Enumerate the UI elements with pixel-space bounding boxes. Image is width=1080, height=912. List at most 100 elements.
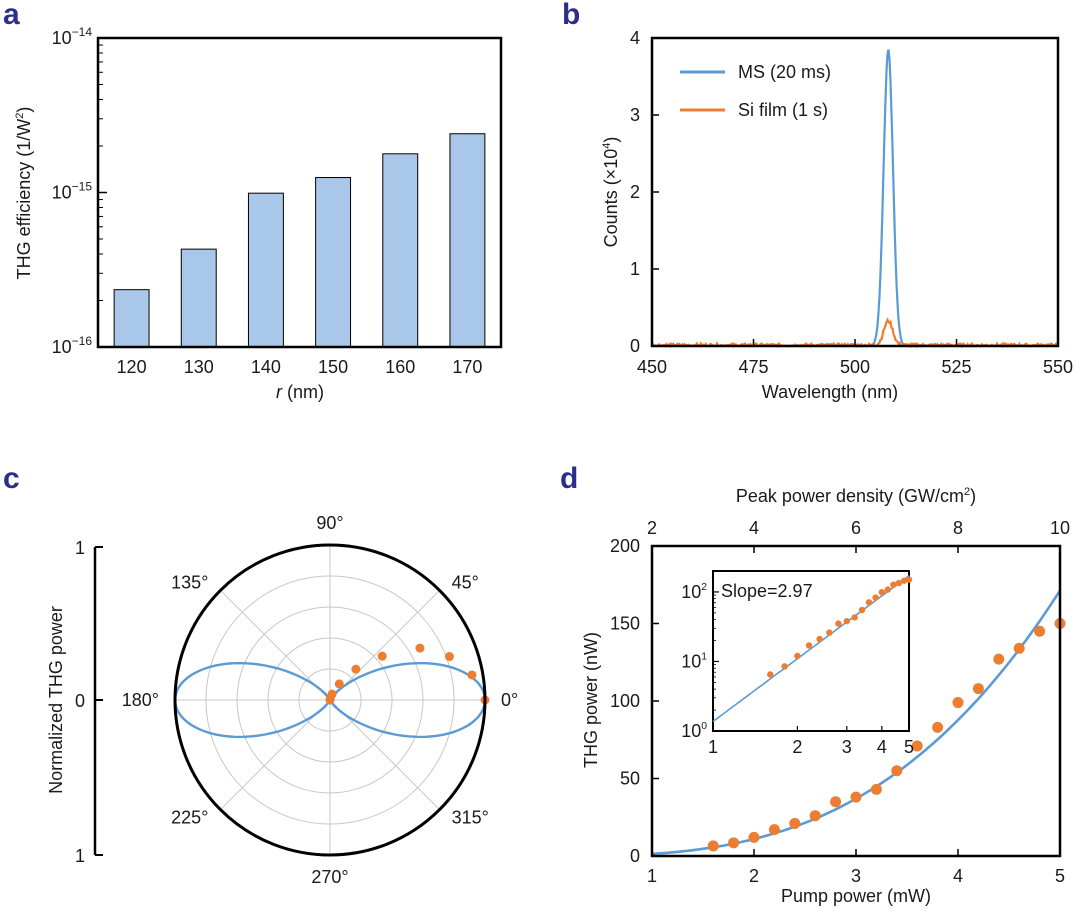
inset-annotation: Slope=2.97 xyxy=(721,581,813,601)
inset-x-tick-label-5: 5 xyxy=(904,737,914,757)
x-tick-label-450: 450 xyxy=(637,357,667,377)
inset-y-tick-label-0: 100 xyxy=(681,721,707,741)
chart-d-inset: 1 2 3 4 5 100 101 102 Slope=2.97 xyxy=(681,570,914,757)
inset-point-6 xyxy=(835,620,842,627)
data-point-4 xyxy=(789,817,801,829)
angle-label-270: 270° xyxy=(311,867,348,887)
inset-point-5 xyxy=(826,629,833,636)
chart-a-ylabel: THG efficiency (1/W2) xyxy=(14,107,34,280)
angle-label-90: 90° xyxy=(316,513,343,533)
x-tick-label-2: 2 xyxy=(749,866,759,886)
data-point-13 xyxy=(972,683,984,695)
y-tick-label-0: 0 xyxy=(630,336,640,356)
data-point-3 xyxy=(768,824,780,836)
data-point-15 xyxy=(1013,642,1025,654)
inset-point-3 xyxy=(805,642,813,649)
y-tick-label-2: 2 xyxy=(630,182,640,202)
inset-point-2 xyxy=(794,652,801,660)
data-point-6 xyxy=(830,796,842,808)
chart-b-ylabel: Counts (×104) xyxy=(601,137,621,248)
chart-d-xlabel: Pump power (mW) xyxy=(781,886,931,906)
data-point-5 xyxy=(809,810,821,822)
polar-spoke-315 xyxy=(329,699,440,810)
chart-b-xlabel: Wavelength (nm) xyxy=(762,382,898,402)
polar-point-9 xyxy=(325,695,335,705)
inset-x-tick-label-1: 1 xyxy=(708,737,718,757)
chart-c-scale-tick-mid: 0 xyxy=(75,691,85,711)
legend-label-ms: MS (20 ms) xyxy=(738,62,831,82)
chart-b: 450 475 500 525 550 0 1 2 3 4 MS (20 ms) Si film … xyxy=(601,28,1073,402)
chart-c-scale-tick-top: 1 xyxy=(75,538,85,558)
data-point-8 xyxy=(870,783,882,795)
top-x-tick-label-10: 10 xyxy=(1050,518,1070,538)
chart-c-scale-axis: 1 0 1 xyxy=(75,538,103,866)
bar-140 xyxy=(247,192,284,348)
x-tick-label-475: 475 xyxy=(738,357,768,377)
polar-point-5 xyxy=(351,664,361,674)
chart-c-scale-tick-bottom: 1 xyxy=(75,846,85,866)
y-tick-label-3: 3 xyxy=(630,105,640,125)
polar-point-4 xyxy=(377,651,387,661)
bar-170 xyxy=(449,133,486,348)
chart-a-ticks: 120 130 140 150 160 170 10−16 10−15 10−14 xyxy=(52,25,483,377)
polar-point-2 xyxy=(444,652,454,662)
inset-point-8 xyxy=(851,614,858,621)
x-tick-label-140: 140 xyxy=(251,357,281,377)
top-x-tick-label-6: 6 xyxy=(851,518,861,538)
x-tick-label-150: 150 xyxy=(318,357,348,377)
data-point-0 xyxy=(707,840,719,852)
bar-130 xyxy=(180,248,217,348)
data-point-10 xyxy=(911,740,923,752)
chart-a: 120 130 140 150 160 170 10−16 10−15 10−14 r (nm)… xyxy=(14,25,503,402)
data-point-12 xyxy=(952,697,964,709)
x-tick-label-525: 525 xyxy=(941,357,971,377)
polar-point-3 xyxy=(415,643,425,653)
bar-150 xyxy=(315,177,352,348)
y-tick-label-2: 10−14 xyxy=(52,25,93,48)
data-point-2 xyxy=(748,831,760,843)
y-tick-label-100: 100 xyxy=(610,691,640,711)
panel-label-b: b xyxy=(562,0,580,31)
data-point-14 xyxy=(993,653,1005,665)
angle-label-45: 45° xyxy=(452,572,479,592)
x-tick-label-500: 500 xyxy=(840,357,870,377)
chart-b-ticks: 450 475 500 525 550 0 1 2 3 4 xyxy=(630,28,1073,377)
chart-c-points xyxy=(325,643,490,705)
y-tick-label-150: 150 xyxy=(610,614,640,634)
data-point-1 xyxy=(728,837,740,849)
y-tick-label-0: 0 xyxy=(630,846,640,866)
y-tick-label-0: 10−16 xyxy=(52,334,93,357)
chart-d-top-xlabel: Peak power density (GW/cm2) xyxy=(736,486,976,506)
inset-point-4 xyxy=(816,635,823,643)
top-x-tick-label-8: 8 xyxy=(953,518,963,538)
inset-point-1 xyxy=(781,663,788,670)
x-tick-label-1: 1 xyxy=(647,866,657,886)
inset-point-14 xyxy=(890,581,897,588)
legend-label-si: Si film (1 s) xyxy=(738,100,828,120)
polar-point-6 xyxy=(334,679,344,689)
x-tick-label-5: 5 xyxy=(1055,866,1065,886)
data-point-9 xyxy=(891,765,903,777)
x-tick-label-3: 3 xyxy=(851,866,861,886)
top-x-tick-label-2: 2 xyxy=(647,518,657,538)
chart-a-xlabel: r (nm) xyxy=(276,382,324,402)
x-tick-label-550: 550 xyxy=(1043,357,1073,377)
inset-point-15 xyxy=(895,579,903,587)
inset-point-0 xyxy=(767,671,774,678)
chart-a-frame xyxy=(96,36,503,349)
chart-c: 1 0 1 Normalized THG power 0° 45° 90° 135° 1… xyxy=(46,513,518,887)
chart-a-bars xyxy=(113,133,486,348)
inset-point-16 xyxy=(900,577,908,584)
data-point-16 xyxy=(1034,625,1046,637)
inset-point-10 xyxy=(865,599,873,606)
data-point-7 xyxy=(850,791,862,803)
angle-label-225: 225° xyxy=(171,808,208,828)
x-tick-label-170: 170 xyxy=(452,357,482,377)
data-point-11 xyxy=(932,721,944,733)
angle-label-135: 135° xyxy=(171,572,208,592)
panel-label-a: a xyxy=(3,0,20,31)
polar-spoke-225 xyxy=(220,699,331,810)
